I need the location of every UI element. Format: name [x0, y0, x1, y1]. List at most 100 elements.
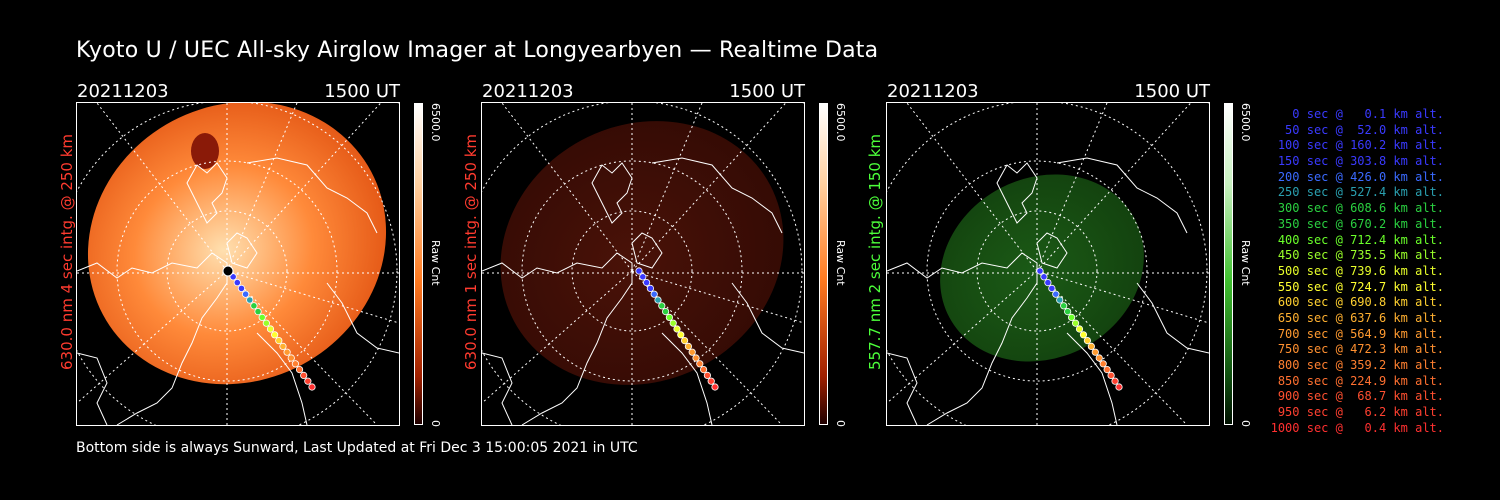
panel-1-colorbar-max: 6500.0 [429, 103, 442, 142]
panel-1-colorbar-label: Raw Cnt [429, 240, 442, 286]
legend-row: 850 sec @ 224.9 km alt. [1277, 373, 1444, 388]
panel-1-date: 20211203 [77, 81, 169, 102]
panel-3-side-label: 557.7 nm 2 sec intg. @ 150 km [866, 133, 884, 370]
trail-marker [677, 331, 685, 339]
trail-marker [650, 290, 658, 298]
trail-marker [308, 383, 316, 391]
trail-marker [639, 273, 647, 281]
trail-marker [291, 360, 299, 368]
legend-row: 0 sec @ 0.1 km alt. [1292, 107, 1444, 121]
legend-row: 300 sec @ 608.6 km alt. [1277, 201, 1444, 216]
allsky-map-svg [887, 103, 1209, 425]
panel-1-time: 1500 UT [324, 81, 400, 102]
trail-marker [1036, 267, 1044, 275]
legend-row: 150 sec @ 303.8 km alt. [1277, 154, 1444, 169]
panel-3-colorbar-label: Raw Cnt [1239, 240, 1252, 286]
airglow-image [500, 121, 784, 385]
panel-3-colorbar-min: 0 [1239, 420, 1252, 427]
trail-marker [635, 267, 643, 275]
trail-marker [658, 302, 666, 310]
trail-marker [262, 319, 270, 327]
panel-2-image [481, 102, 805, 426]
trail-marker [1068, 313, 1076, 321]
trail-marker [1056, 296, 1064, 304]
allsky-map-svg [482, 103, 804, 425]
trail-marker [681, 337, 689, 345]
trail-marker [237, 284, 246, 292]
legend-row: 450 sec @ 735.5 km alt. [1277, 248, 1444, 263]
legend-row: 800 sec @ 359.2 km alt. [1277, 358, 1444, 372]
airglow-image [87, 103, 387, 385]
trail-marker [295, 365, 304, 374]
trail-marker [643, 279, 651, 287]
trail-marker [1115, 383, 1123, 391]
trail-marker [1044, 279, 1052, 287]
trail-marker [1107, 371, 1115, 379]
allsky-map-svg [77, 103, 399, 425]
trail-marker [300, 371, 308, 379]
legend-row: 400 sec @ 712.4 km alt. [1277, 232, 1444, 247]
trail-marker [266, 325, 275, 333]
panel-2-side-label: 630.0 nm 1 sec intg. @ 250 km [462, 133, 480, 370]
panel-1-image [76, 102, 400, 426]
legend-row: 650 sec @ 637.6 km alt. [1277, 310, 1444, 325]
trail-marker [700, 365, 708, 374]
trail-marker [1083, 337, 1091, 345]
trail-marker [1095, 354, 1103, 362]
trail-marker [646, 284, 654, 292]
panel-3-time: 1500 UT [1134, 81, 1210, 102]
legend-row: 50 sec @ 52.0 km alt. [1285, 122, 1444, 137]
legend-row: 200 sec @ 426.0 km alt. [1277, 169, 1444, 184]
trail-marker [654, 296, 662, 304]
legend-row: 550 sec @ 724.7 km alt. [1277, 279, 1444, 294]
panel-2-date: 20211203 [482, 81, 574, 102]
panel-1-colorbar [414, 103, 423, 425]
trail-marker [254, 308, 262, 316]
trail-marker [258, 313, 266, 321]
trail-marker [279, 342, 287, 350]
legend-row: 950 sec @ 6.2 km alt. [1277, 405, 1444, 420]
trail-marker [283, 348, 291, 356]
trail-marker [242, 290, 250, 298]
altitude-legend: 0 sec @ 0.1 km alt. 50 sec @ 52.0 km alt.… [1262, 107, 1444, 436]
panel-3-colorbar [1224, 103, 1233, 425]
panel-2-colorbar [819, 103, 828, 425]
trail-marker [684, 342, 692, 350]
trail-marker [703, 371, 711, 379]
trail-marker [1064, 308, 1072, 316]
trail-marker [1060, 302, 1068, 310]
trail-marker [1099, 360, 1107, 368]
trail-marker [1048, 284, 1056, 292]
trail-marker [1087, 342, 1095, 350]
legend-row: 1000 sec @ 0.4 km alt. [1270, 420, 1444, 435]
legend-row: 700 sec @ 564.9 km alt. [1277, 326, 1444, 341]
panel-2-colorbar-max: 6500.0 [834, 103, 847, 142]
trail-marker [1040, 273, 1048, 281]
panel-3-date: 20211203 [887, 81, 979, 102]
trail-marker [707, 377, 715, 385]
coastline [887, 157, 1209, 425]
trail-marker [688, 348, 696, 356]
panel-1-side-label: 630.0 nm 4 sec intg. @ 250 km [58, 133, 76, 370]
trail-marker [662, 308, 670, 316]
trail-marker [1075, 325, 1084, 333]
trail-marker [275, 337, 283, 345]
legend-row: 250 sec @ 527.4 km alt. [1277, 185, 1444, 200]
panel-2-colorbar-min: 0 [834, 420, 847, 427]
trail-marker [665, 313, 673, 321]
legend-row: 100 sec @ 160.2 km alt. [1277, 138, 1444, 153]
trail-marker [233, 279, 241, 287]
legend-row: 900 sec @ 68.7 km alt. [1277, 389, 1444, 404]
legend-row: 350 sec @ 670.2 km alt. [1277, 216, 1444, 231]
legend-row: 500 sec @ 739.6 km alt. [1277, 263, 1444, 278]
trail-marker [1079, 331, 1088, 339]
trail-marker [246, 296, 254, 304]
trail-marker [1052, 290, 1060, 298]
trail-marker [250, 302, 258, 310]
trail-marker [673, 325, 681, 333]
legend-row: 750 sec @ 472.3 km alt. [1277, 342, 1444, 357]
trail-marker [711, 383, 719, 391]
coastline [482, 157, 804, 425]
panel-3-colorbar-max: 6500.0 [1239, 103, 1252, 142]
page-title: Kyoto U / UEC All-sky Airglow Imager at … [76, 38, 879, 63]
